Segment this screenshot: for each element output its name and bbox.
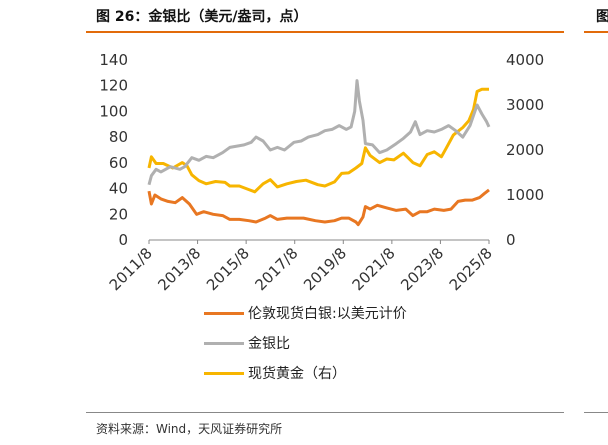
y-right-tick-label: 4000 (506, 51, 544, 69)
series-line-silver (147, 188, 490, 227)
y-left-tick-label: 80 (109, 128, 128, 146)
series-line-gold (147, 87, 489, 194)
y-left-tick-label: 60 (109, 154, 128, 172)
chart-legend: 伦敦现货白银:以美元计价 金银比 现货黄金（右） (204, 298, 407, 388)
legend-label-ratio: 金银比 (248, 336, 290, 352)
legend-swatch-ratio (204, 341, 244, 345)
x-tick-label: 2023/8 (397, 244, 447, 294)
x-tick-label: 2021/8 (349, 244, 399, 294)
y-right-tick-label: 0 (506, 231, 516, 249)
legend-item-gold: 现货黄金（右） (204, 358, 407, 388)
legend-swatch-silver (204, 311, 244, 315)
source-note: 资料来源：Wind，天风证券研究所 (96, 422, 283, 436)
y-left-tick-label: 0 (118, 231, 128, 249)
x-tick-label: 2017/8 (251, 244, 301, 294)
x-tick-label: 2015/8 (203, 244, 253, 294)
x-tick-label: 2011/8 (106, 244, 156, 294)
legend-item-ratio: 金银比 (204, 328, 407, 358)
adjacent-title-underline (584, 31, 608, 33)
footer-rule-adjacent (584, 412, 608, 413)
legend-label-gold: 现货黄金（右） (248, 366, 346, 382)
y-left-tick-label: 40 (109, 180, 128, 198)
footer-rule (86, 412, 564, 413)
adjacent-chart-title-fragment: 图 (596, 9, 608, 25)
legend-label-silver: 伦敦现货白银:以美元计价 (248, 306, 407, 322)
y-left-tick-label: 20 (109, 205, 128, 223)
y-right-tick-label: 2000 (506, 141, 544, 159)
series-line-ratio (147, 79, 491, 186)
y-left-tick-label: 120 (99, 77, 128, 95)
x-tick-label: 2019/8 (300, 244, 350, 294)
y-right-tick-label: 3000 (506, 96, 544, 114)
x-tick-label: 2025/8 (446, 244, 496, 294)
legend-swatch-gold (204, 371, 244, 375)
x-tick-label: 2013/8 (154, 244, 204, 294)
title-underline (86, 31, 564, 33)
legend-item-silver: 伦敦现货白银:以美元计价 (204, 298, 407, 328)
y-right-tick-label: 1000 (506, 186, 544, 204)
chart-title: 图 26：金银比（美元/盎司，点） (96, 9, 308, 25)
y-left-tick-label: 100 (99, 102, 128, 120)
y-left-tick-label: 140 (99, 51, 128, 69)
